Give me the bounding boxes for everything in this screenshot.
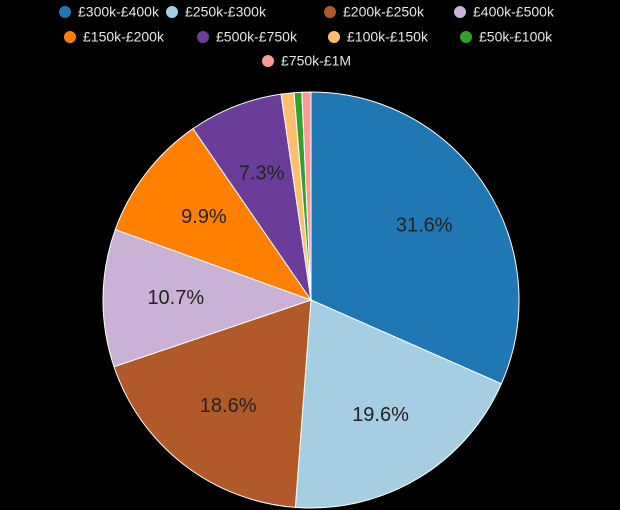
legend-label: £750k-£1M xyxy=(281,53,351,69)
pie-slice xyxy=(114,128,313,301)
slice-label: 31.6% xyxy=(396,214,453,236)
legend-swatch xyxy=(166,6,178,18)
legend-label: £50k-£100k xyxy=(479,29,553,45)
slice-label: 18.6% xyxy=(200,395,257,417)
legend-swatch xyxy=(324,6,336,18)
legend-swatch xyxy=(59,6,71,18)
slice-label: 19.6% xyxy=(352,404,409,426)
pie-slice xyxy=(102,228,313,368)
pie-slice xyxy=(294,299,503,509)
slice-label: 10.7% xyxy=(147,287,204,309)
legend-label: £150k-£200k xyxy=(83,29,165,45)
slice-label: 9.9% xyxy=(181,206,227,228)
legend-swatch xyxy=(197,31,209,43)
legend-swatch xyxy=(460,31,472,43)
legend-swatch xyxy=(454,6,466,18)
slice-label: 7.3% xyxy=(239,162,285,184)
legend-label: £300k-£400k xyxy=(78,4,160,20)
pie-slice xyxy=(310,91,520,385)
pie-slice xyxy=(301,91,312,301)
legend-swatch xyxy=(262,55,274,67)
legend-label: £200k-£250k xyxy=(343,4,425,20)
legend-swatch xyxy=(64,31,76,43)
legend-label: £400k-£500k xyxy=(473,4,555,20)
legend-label: £500k-£750k xyxy=(216,29,298,45)
legend-label: £250k-£300k xyxy=(185,4,267,20)
legend-label: £100k-£150k xyxy=(347,29,429,45)
legend-swatch xyxy=(328,31,340,43)
pie-slice xyxy=(113,299,312,508)
